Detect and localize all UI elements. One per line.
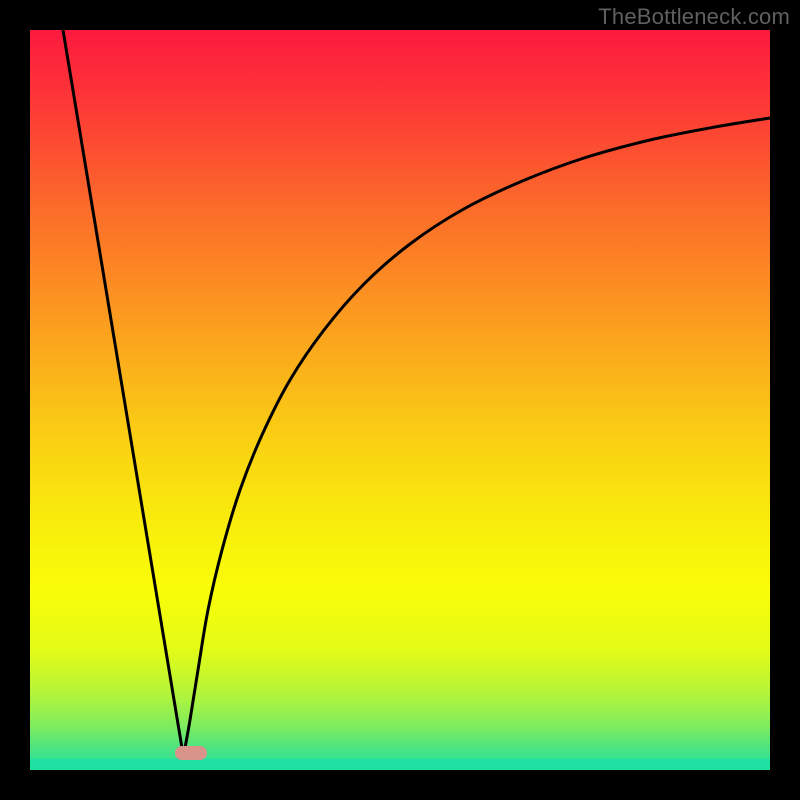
chart-canvas (0, 0, 800, 800)
minimum-marker (175, 746, 207, 760)
gradient-background (30, 30, 770, 770)
bottleneck-chart: TheBottleneck.com (0, 0, 800, 800)
watermark-text: TheBottleneck.com (598, 4, 790, 30)
green-base-bar (30, 759, 770, 770)
